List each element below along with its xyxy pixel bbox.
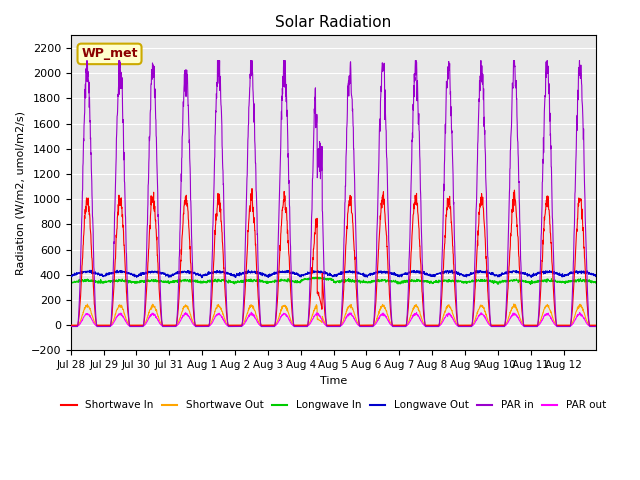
Y-axis label: Radiation (W/m2, umol/m2/s): Radiation (W/m2, umol/m2/s)	[15, 111, 25, 275]
Text: WP_met: WP_met	[81, 48, 138, 60]
Legend: Shortwave In, Shortwave Out, Longwave In, Longwave Out, PAR in, PAR out: Shortwave In, Shortwave Out, Longwave In…	[57, 396, 610, 415]
X-axis label: Time: Time	[320, 376, 348, 386]
Title: Solar Radiation: Solar Radiation	[275, 15, 392, 30]
